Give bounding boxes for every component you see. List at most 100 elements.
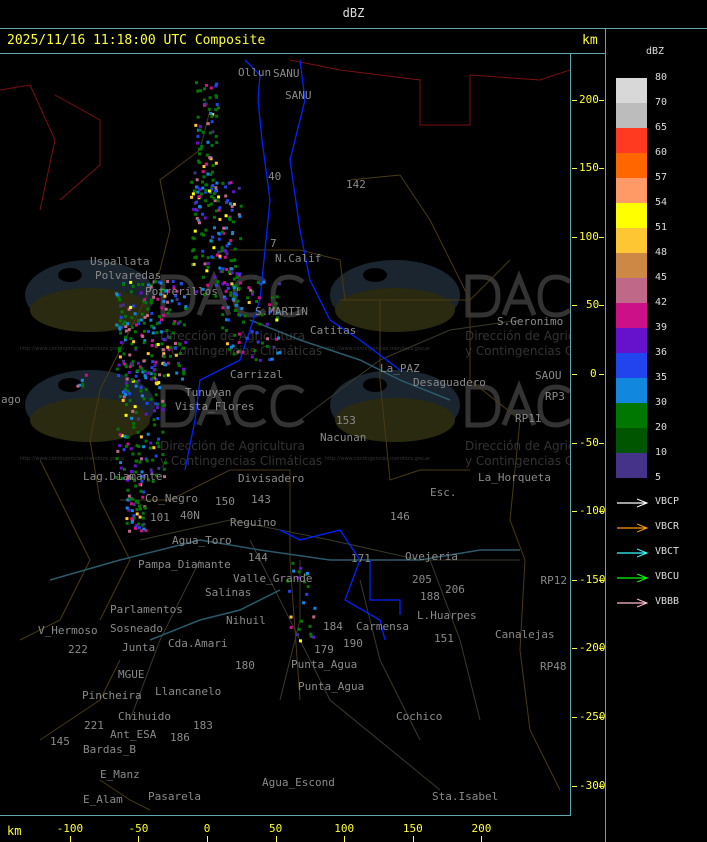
route-label: 205 <box>412 573 432 586</box>
radar-echo <box>214 209 218 213</box>
radar-echo <box>119 315 123 319</box>
radar-echo <box>209 111 213 115</box>
radar-echo <box>230 267 234 271</box>
radar-map[interactable]: Dirección de Agricultura y Contingencias … <box>0 54 571 816</box>
radar-echo <box>144 301 148 305</box>
radar-echo <box>207 189 211 193</box>
place-label: Sta.Isabel <box>432 790 498 803</box>
radar-echo <box>125 521 129 525</box>
radar-echo <box>182 346 186 350</box>
radar-echo <box>178 342 182 346</box>
y-tick-label: -100 <box>579 504 606 518</box>
radar-echo <box>153 372 157 376</box>
watermark-letter <box>232 384 267 428</box>
radar-echo <box>238 272 242 276</box>
radar-echo <box>191 192 195 196</box>
radar-echo <box>156 416 160 420</box>
radar-echo <box>159 318 163 322</box>
radar-echo <box>124 387 128 391</box>
radar-echo <box>225 318 229 322</box>
radar-echo <box>253 349 257 353</box>
radar-echo <box>142 490 146 494</box>
radar-echo <box>203 262 207 266</box>
radar-echo <box>130 517 134 521</box>
radar-echo <box>230 204 234 208</box>
y-tick-label: -50 <box>579 435 599 449</box>
radar-echo <box>142 445 146 449</box>
radar-echo <box>153 364 157 368</box>
radar-echo <box>161 288 165 292</box>
legend-level-label: 10 <box>655 447 668 458</box>
radar-echo <box>130 502 134 506</box>
radar-echo <box>208 156 212 160</box>
radar-echo <box>130 416 134 420</box>
radar-echo <box>143 374 147 378</box>
radar-echo <box>197 160 201 164</box>
radar-echo <box>193 256 197 260</box>
radar-echo <box>220 249 224 253</box>
radar-echo <box>152 280 156 284</box>
radar-echo <box>309 634 313 638</box>
x-tick-mark <box>344 836 346 842</box>
map-canvas[interactable]: Dirección de Agricultura y Contingencias … <box>0 54 570 816</box>
radar-echo <box>124 329 128 333</box>
radar-echo <box>166 300 170 304</box>
radar-label: VBCR <box>655 521 680 532</box>
radar-echo <box>312 615 316 619</box>
radar-echo <box>142 527 146 531</box>
radar-echo <box>134 470 138 474</box>
radar-echo <box>179 282 183 286</box>
radar-echo <box>154 393 158 397</box>
radar-echo <box>209 86 213 90</box>
radar-echo <box>232 295 236 299</box>
radar-echo <box>195 216 199 220</box>
radar-echo <box>166 373 170 377</box>
radar-echo <box>211 235 215 239</box>
radar-echo <box>136 501 140 505</box>
radar-echo <box>139 457 143 461</box>
radar-echo <box>139 385 143 389</box>
place-label: S.MARTIN <box>255 305 308 318</box>
radar-echo <box>151 479 155 483</box>
place-label: Potrerillos <box>145 285 218 298</box>
radar-echo <box>156 297 160 301</box>
radar-echo <box>193 171 197 175</box>
radar-echo <box>173 341 177 345</box>
radar-echo <box>193 189 197 193</box>
radar-echo <box>156 342 160 346</box>
place-label: La_PAZ <box>380 362 420 375</box>
watermark-text: Dirección de Agricultura <box>160 439 305 453</box>
legend-swatch <box>616 203 647 228</box>
radar-echo <box>258 358 262 362</box>
radar-echo <box>155 441 159 445</box>
radar-echo <box>171 280 175 284</box>
radar-echo <box>214 161 218 165</box>
radar-echo <box>123 435 127 439</box>
radar-echo <box>268 358 272 362</box>
radar-echo <box>313 606 317 610</box>
radar-echo <box>276 351 280 355</box>
radar-echo <box>150 311 154 315</box>
radar-echo <box>159 330 163 334</box>
radar-echo <box>123 335 127 339</box>
place-label: Llancanelo <box>155 685 221 698</box>
radar-echo <box>218 217 222 221</box>
radar-echo <box>144 457 148 461</box>
radar-echo <box>161 453 165 457</box>
radar-echo <box>126 389 130 393</box>
radar-echo <box>193 212 197 216</box>
radar-echo <box>164 307 168 311</box>
watermark-text: y Contingencias Climáticas <box>160 344 322 358</box>
radar-echo <box>241 350 245 354</box>
radar-echo <box>162 355 166 359</box>
radar-echo <box>171 331 175 335</box>
radar-echo <box>126 322 130 326</box>
contour-line <box>289 59 401 371</box>
radar-echo <box>174 353 178 357</box>
radar-echo <box>151 331 155 335</box>
radar-echo <box>124 403 128 407</box>
radar-echo <box>210 255 214 259</box>
radar-echo <box>149 441 153 445</box>
radar-echo <box>124 413 128 417</box>
watermark-letter <box>465 274 501 318</box>
